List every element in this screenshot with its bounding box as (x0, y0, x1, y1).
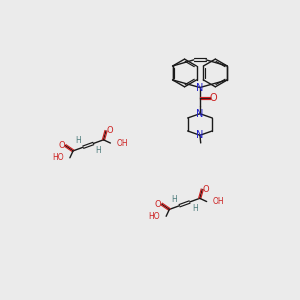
Text: H: H (96, 146, 101, 154)
Text: N: N (196, 109, 204, 119)
Text: O: O (154, 200, 161, 208)
Text: OH: OH (117, 139, 128, 148)
Text: O: O (203, 185, 209, 194)
Text: H: H (171, 195, 177, 204)
Text: N: N (196, 82, 204, 92)
Text: OH: OH (213, 197, 224, 206)
Text: HO: HO (52, 153, 64, 162)
Text: O: O (210, 93, 218, 103)
Text: N: N (196, 130, 204, 140)
Text: HO: HO (148, 212, 160, 221)
Text: H: H (192, 204, 198, 213)
Text: H: H (75, 136, 81, 145)
Text: O: O (106, 126, 113, 135)
Text: O: O (58, 141, 65, 150)
